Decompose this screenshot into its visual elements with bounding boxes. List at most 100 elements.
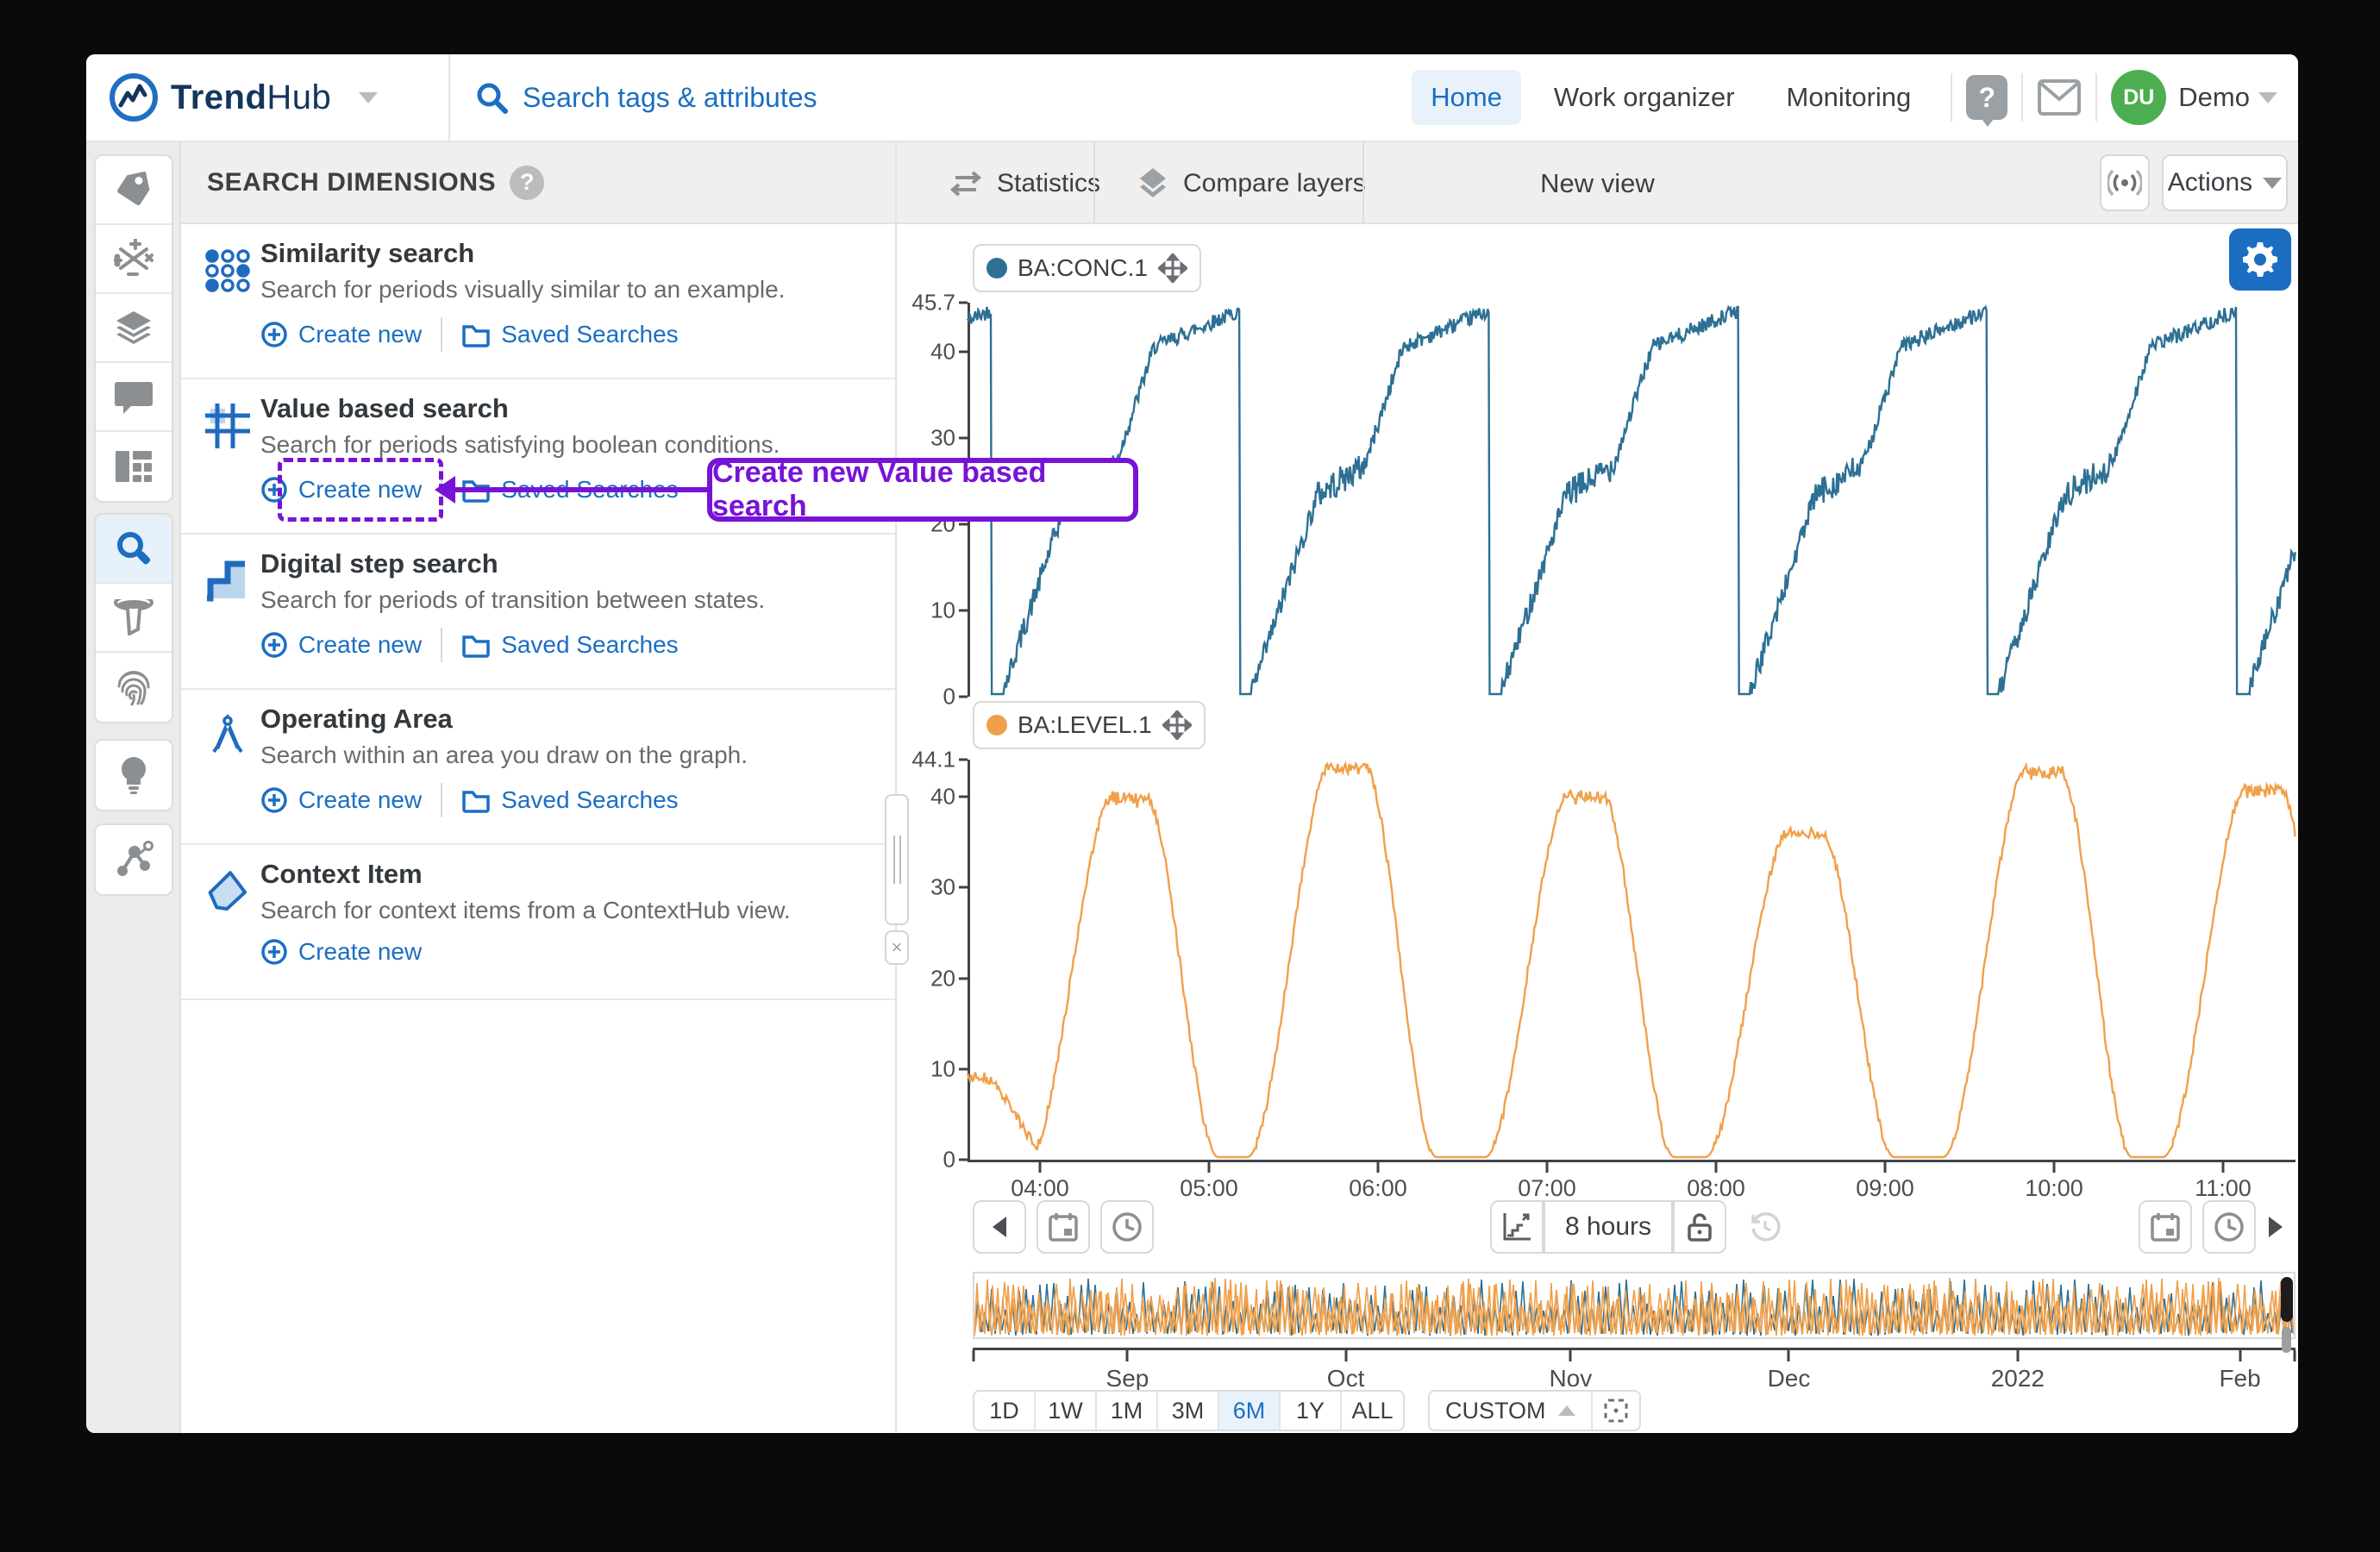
clock-start-button[interactable] [1100,1200,1154,1254]
legend-ba-level-1[interactable]: BA:LEVEL.1 [973,701,1206,749]
chart-line-BA:LEVEL.1[interactable] [966,760,2296,1160]
y-tick-mark [959,695,968,698]
card-context-item: Context Item Search for context items fr… [181,845,895,1000]
y-tick-label: 30 [930,873,955,900]
folder-icon [462,480,490,503]
card-title: Digital step search [260,548,498,579]
move-icon[interactable] [1162,710,1192,740]
range-button-1w[interactable]: 1W [1036,1392,1097,1430]
statistics-swap-icon [949,170,982,197]
y-tick-mark [959,350,968,354]
y-tick-label: 0 [943,1146,955,1173]
rail-tag-icon[interactable] [96,156,172,225]
calendar-start-button[interactable] [1037,1200,1090,1254]
trendhub-window: TrendHub Search tags & attributes Home W… [86,54,2298,1433]
gear-icon [2243,242,2277,277]
range-button-1y[interactable]: 1Y [1281,1392,1342,1430]
overview-drag-knob[interactable] [2282,1327,2291,1353]
rail-calculation-icon[interactable] [96,225,172,294]
search-placeholder: Search tags & attributes [523,81,817,113]
custom-range-button[interactable]: CUSTOM [1430,1392,1593,1430]
user-menu-caret-icon[interactable] [2258,91,2277,103]
saved-searches-link[interactable]: Saved Searches [461,631,679,659]
rail-fingerprint-icon[interactable] [96,653,172,722]
timeline-label: 2022 [1990,1365,2045,1392]
move-icon[interactable] [1157,253,1187,283]
folder-icon [462,325,490,347]
rail-filter-icon[interactable] [96,584,172,653]
create-new-link[interactable]: Create new [260,321,422,348]
x-tick-label: 09:00 [1856,1175,1914,1201]
create-new-link[interactable]: Create new [260,938,422,966]
range-button-all[interactable]: ALL [1342,1392,1403,1430]
create-new-value-based-link[interactable]: Create new [260,476,422,504]
y-tick-mark [959,301,968,304]
create-new-link[interactable]: Create new [260,631,422,659]
timeline-label: Sep [1105,1365,1149,1392]
y-tick-mark [959,1158,968,1161]
tab-statistics[interactable]: Statistics [923,142,1126,224]
clock-icon [2214,1212,2244,1242]
duration-button[interactable]: 8 hours [1544,1200,1673,1254]
nav-monitoring[interactable]: Monitoring [1786,82,1912,112]
rail-layers-icon[interactable] [96,294,172,363]
overview-strip[interactable] [973,1272,2295,1353]
nav-work-organizer[interactable]: Work organizer [1553,82,1735,112]
x-tick [1038,1162,1042,1173]
rail-lightbulb-icon[interactable] [96,741,172,810]
x-tick-label: 08:00 [1687,1175,1745,1201]
pan-left-button[interactable] [973,1200,1026,1254]
range-button-6m[interactable]: 6M [1219,1392,1281,1430]
panel-help-icon[interactable]: ? [510,165,545,200]
calendar-icon [1049,1213,1078,1242]
help-icon[interactable]: ? [1966,75,2008,127]
actions-button[interactable]: Actions [2162,154,2288,211]
user-avatar[interactable]: DU [2111,70,2167,125]
timeline-label: Oct [1326,1365,1365,1392]
chart-settings-button[interactable] [2229,228,2291,291]
lock-duration-button[interactable] [1673,1200,1726,1254]
mail-icon[interactable] [2037,78,2082,116]
legend-ba-conc-1[interactable]: BA:CONC.1 [973,244,1201,292]
x-tick-label: 06:00 [1349,1175,1407,1201]
clock-end-button[interactable] [2202,1200,2256,1254]
rail-search-icon[interactable] [96,515,172,584]
full-extent-button[interactable] [1592,1392,1639,1430]
pan-right-button[interactable] [2256,1200,2295,1254]
tab-compare-layers[interactable]: Compare layers [1111,142,1392,224]
calendar-end-button[interactable] [2139,1200,2192,1254]
search-icon [477,83,508,114]
card-value-based-search: Value based search Search for periods sa… [181,379,895,535]
saved-searches-link[interactable]: Saved Searches [461,786,679,814]
broadcast-icon [2108,170,2142,196]
saved-searches-link[interactable]: Saved Searches [461,321,679,348]
rail-scatter-nodes-icon[interactable] [96,825,172,894]
brand-dropdown-caret-icon[interactable] [359,91,379,103]
plus-circle-icon [261,939,287,965]
y-tick-mark [959,977,968,980]
history-button[interactable] [1738,1200,1792,1254]
global-search[interactable]: Search tags & attributes [474,54,817,141]
rail-comment-icon[interactable] [96,363,172,432]
y-tick-label: 20 [930,965,955,992]
create-new-link[interactable]: Create new [260,786,422,814]
chart-line-BA:CONC.1[interactable] [966,303,2296,697]
panel-collapse-button[interactable]: × [885,930,909,965]
context-item-icon [208,871,247,911]
y-tick-label: 30 [930,424,955,451]
range-button-1m[interactable]: 1M [1097,1392,1158,1430]
chart-toolbar: Statistics Compare layers New view Actio… [897,142,2298,224]
overview-selection-handle[interactable] [2281,1277,2293,1322]
range-button-1d[interactable]: 1D [974,1392,1036,1430]
range-button-3m[interactable]: 3M [1158,1392,1219,1430]
y-tick-mark [959,609,968,612]
panel-resize-handle[interactable] [885,794,909,925]
trim-chart-button[interactable] [1490,1200,1544,1254]
nav-home[interactable]: Home [1412,70,1521,125]
live-mode-button[interactable] [2100,154,2150,211]
card-digital-step-search: Digital step search Search for periods o… [181,535,895,690]
plus-circle-icon [261,632,287,658]
y-tick-mark [959,758,968,761]
x-axis: 04:00 05:00 06:00 07:00 08:00 09:00 10:00 11:00 [968,1160,2295,1201]
rail-dashboard-icon[interactable] [96,432,172,501]
